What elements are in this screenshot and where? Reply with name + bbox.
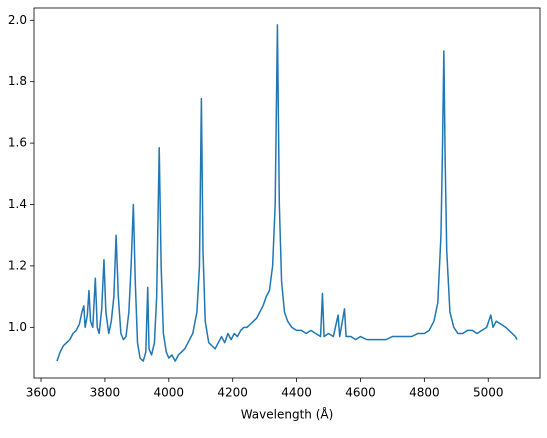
x-tick-label: 3600 [26,386,57,400]
x-axis-label: Wavelength (Å) [241,407,334,422]
spectrum-line [56,24,518,362]
y-tick-label: 1.2 [8,258,27,272]
x-tick-label: 3800 [90,386,121,400]
x-tick-label: 4600 [345,386,376,400]
axes-frame [33,7,541,379]
x-tick-label: 4000 [154,386,185,400]
y-tick-label: 1.0 [8,320,27,334]
y-tick-label: 1.8 [8,74,27,88]
y-tick-label: 1.6 [8,136,27,150]
y-tick-label: 1.4 [8,197,27,211]
y-tick-label: 2.0 [8,13,27,27]
x-tick-label: 4800 [409,386,440,400]
x-tick-label: 4200 [217,386,248,400]
x-tick-label: 5000 [473,386,504,400]
x-tick-label: 4400 [281,386,312,400]
